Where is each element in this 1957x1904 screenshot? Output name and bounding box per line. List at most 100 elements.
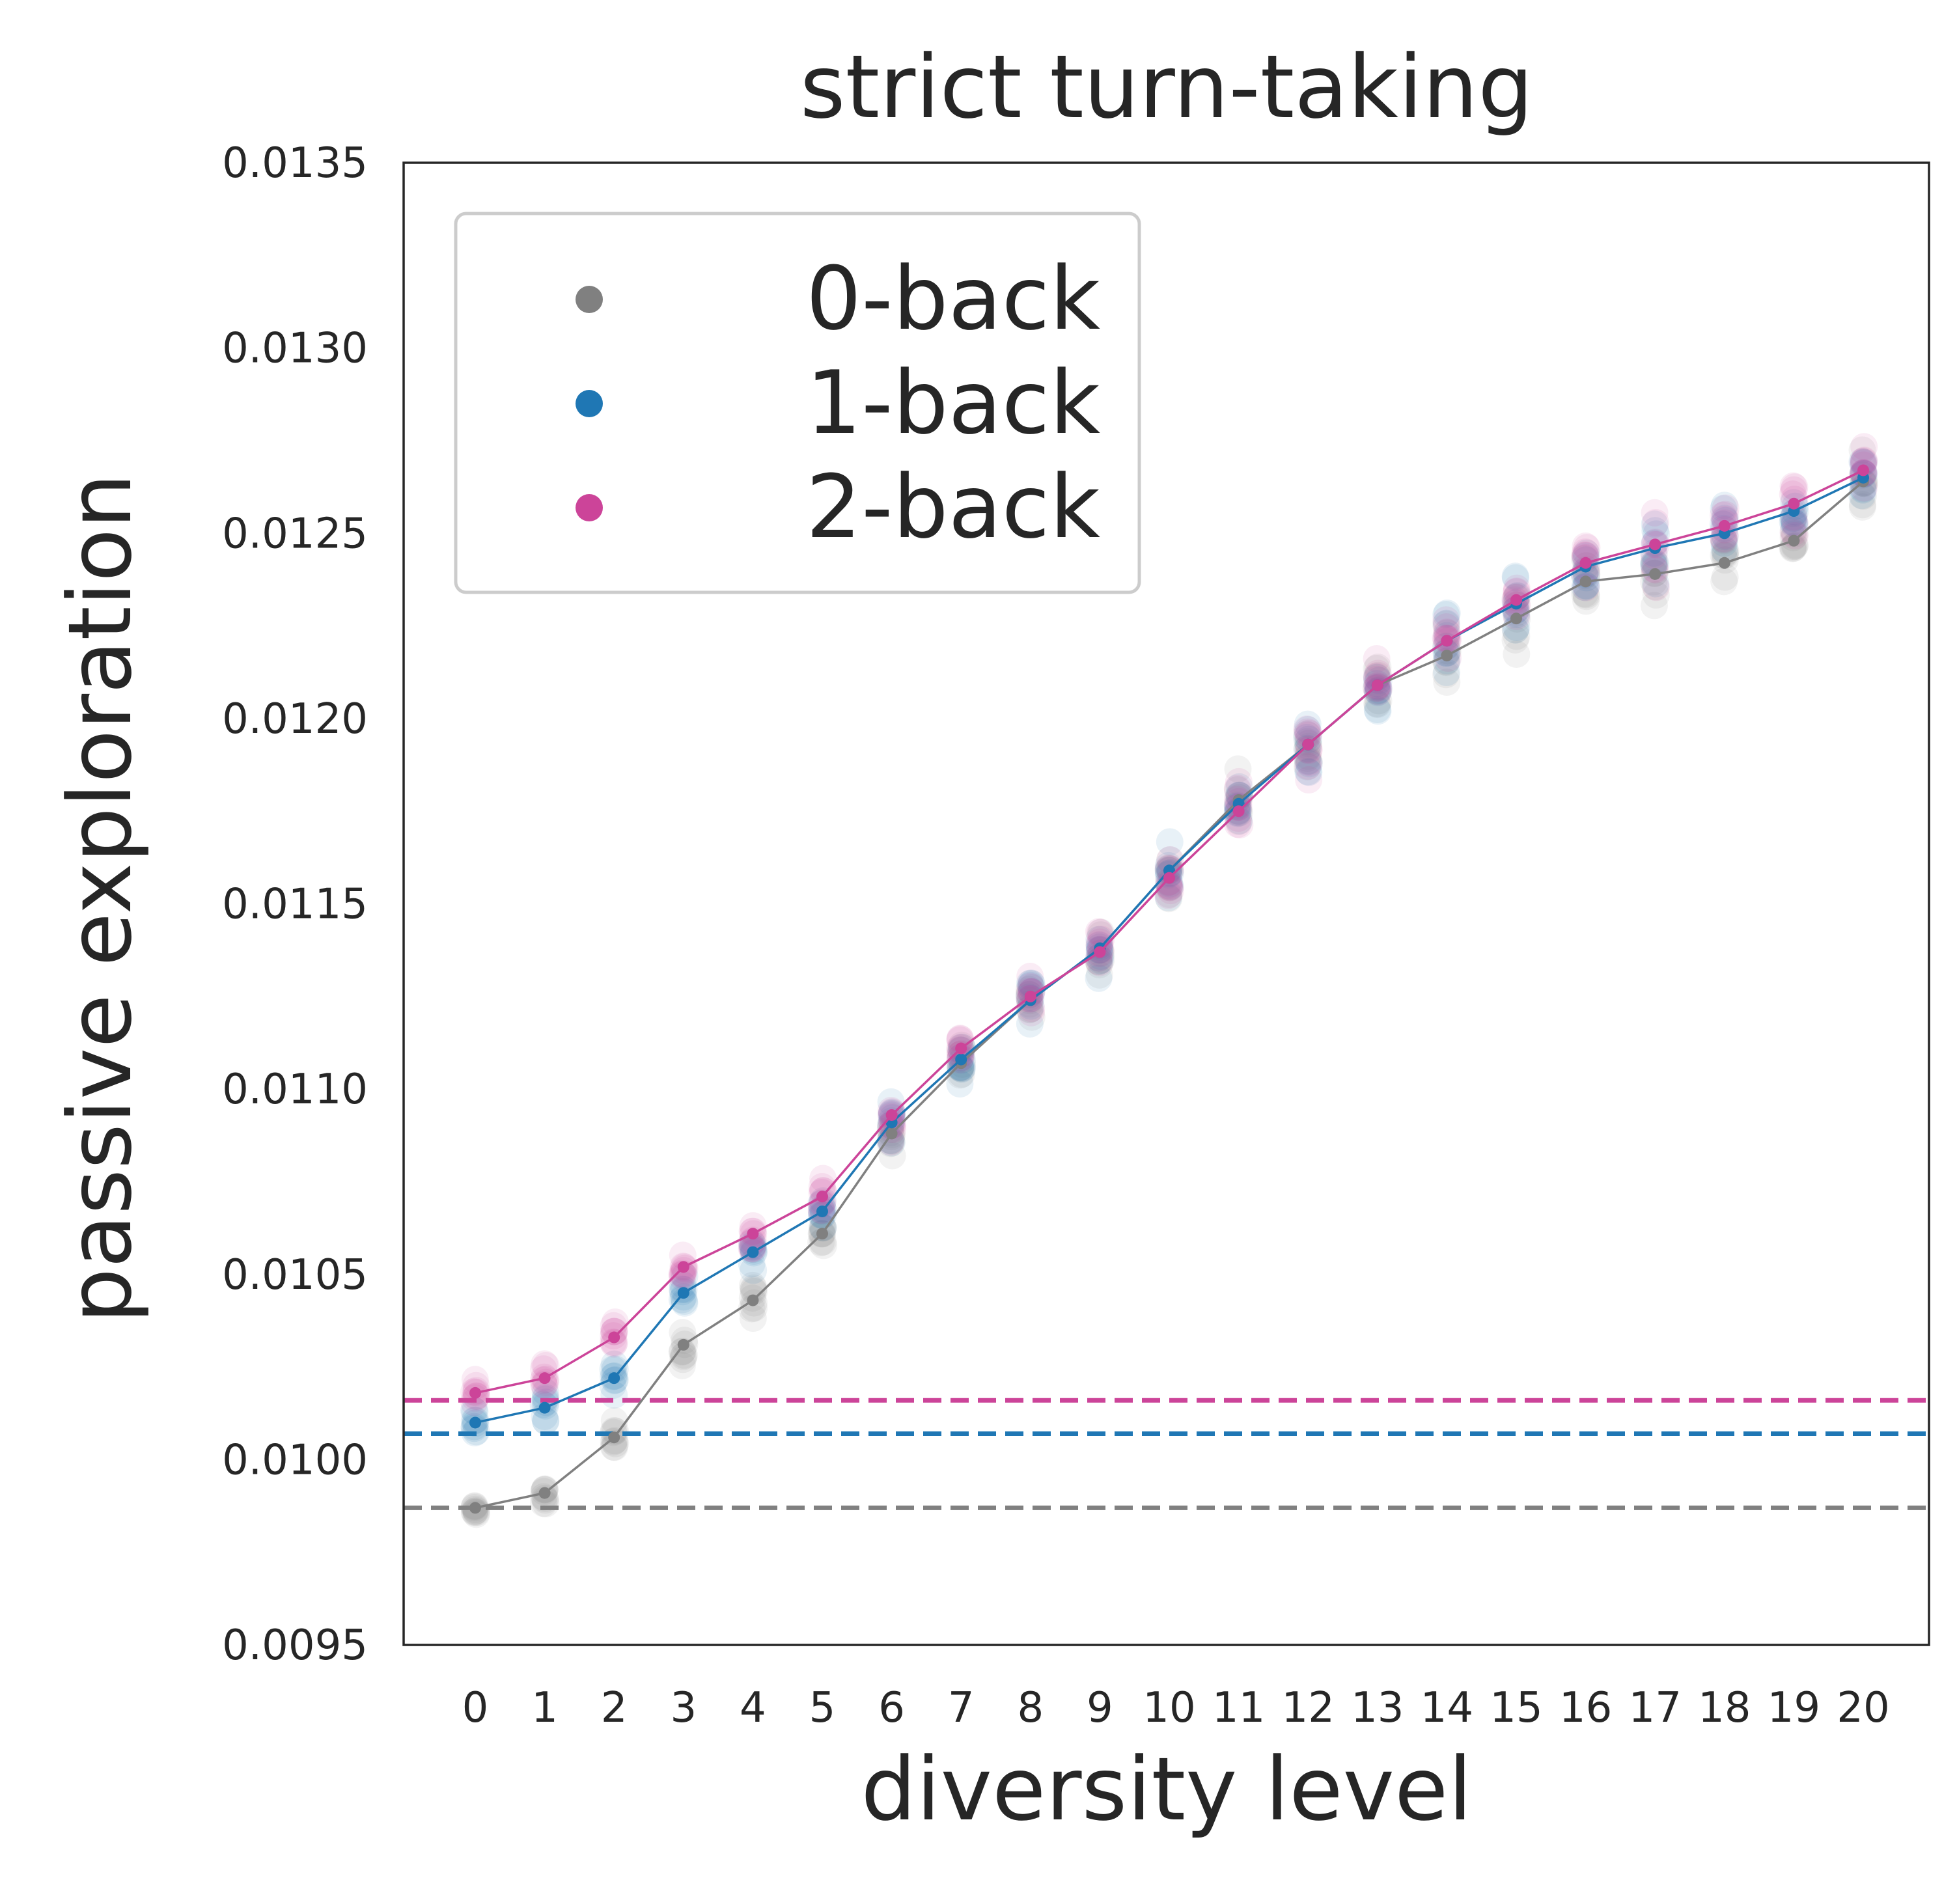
replicate-point (1295, 749, 1323, 777)
replicate-point (1711, 542, 1739, 570)
replicate-point (740, 1274, 768, 1302)
replicate-point (1849, 491, 1877, 519)
x-tick-label: 13 (1351, 1684, 1404, 1732)
replicate-point (1017, 992, 1045, 1020)
x-tick-label: 15 (1490, 1684, 1542, 1732)
replicate-point (531, 1372, 559, 1400)
mean-point (816, 1191, 828, 1203)
x-tick-label: 12 (1281, 1684, 1334, 1732)
replicate-point (1780, 476, 1808, 504)
plot-frame (402, 161, 1930, 1646)
replicate-point (529, 1489, 557, 1517)
mean-point (1579, 557, 1592, 569)
replicate-point (1712, 538, 1740, 566)
replicate-point (1849, 476, 1877, 504)
replicate-point (1294, 747, 1322, 775)
mean-point (1649, 538, 1661, 551)
replicate-point (739, 1212, 767, 1240)
replicate-point (1641, 549, 1669, 577)
replicate-point (808, 1172, 836, 1200)
baseline-lines (404, 1398, 1929, 1510)
replicate-point (1848, 493, 1876, 521)
mean-point (1718, 519, 1730, 532)
y-tick-label: 0.0100 (222, 1436, 368, 1484)
replicate-point (1294, 710, 1322, 738)
replicate-point (1016, 1010, 1044, 1038)
replicate-point (1017, 969, 1045, 997)
replicate-point (1501, 562, 1529, 590)
mean-point (1232, 805, 1245, 818)
replicate-point (1433, 618, 1461, 646)
replicate-point (1710, 529, 1738, 557)
replicate-point (946, 1070, 974, 1098)
replicate-point (1501, 626, 1529, 654)
replicate-point (1640, 550, 1668, 578)
replicate-point (1710, 504, 1738, 532)
replicate-point (532, 1407, 560, 1435)
mean-point (747, 1294, 759, 1306)
mean-point (816, 1228, 828, 1240)
replicate-point (1711, 505, 1739, 533)
replicate-point (1640, 592, 1668, 620)
replicate-point (532, 1490, 560, 1518)
replicate-point (1848, 448, 1876, 476)
replicate-point (1572, 587, 1600, 615)
replicate-point (1643, 520, 1671, 548)
replicate-point (1224, 755, 1252, 783)
replicate-point (1294, 752, 1322, 780)
replicate-point (668, 1351, 696, 1379)
replicate-point (671, 1288, 699, 1316)
replicate-point (1365, 687, 1393, 715)
replicate-point (1432, 610, 1460, 638)
mean-point (1371, 679, 1383, 691)
replicate-point (1572, 583, 1600, 611)
replicate-point (1225, 807, 1253, 835)
x-axis-label: diversity level (861, 1739, 1472, 1840)
mean-point (1579, 575, 1592, 588)
replicate-point (1850, 433, 1878, 461)
y-tick-label: 0.0115 (222, 881, 368, 929)
replicate-point (1364, 678, 1392, 706)
mean-point (1302, 738, 1314, 751)
mean-point (538, 1487, 551, 1499)
mean-point (955, 1042, 967, 1055)
replicate-point (1155, 880, 1183, 908)
replicate-point (1363, 655, 1391, 683)
replicate-point (1154, 881, 1182, 909)
replicate-point (1294, 758, 1322, 786)
replicate-point (1503, 577, 1531, 605)
replicate-point (1156, 873, 1184, 901)
replicate-point (1641, 517, 1669, 545)
x-tick-label: 9 (1087, 1684, 1113, 1732)
mean-point (885, 1109, 898, 1121)
replicate-point (948, 1055, 976, 1083)
replicate-point (600, 1312, 628, 1340)
replicate-point (1363, 663, 1391, 691)
replicate-point (1155, 885, 1183, 913)
replicate-point (1850, 447, 1878, 475)
replicate-point (1572, 538, 1600, 566)
replicate-point (808, 1213, 836, 1241)
mean-point (747, 1228, 759, 1240)
replicate-point (1432, 613, 1460, 641)
mean-point (538, 1372, 551, 1385)
replicate-point (1295, 719, 1323, 747)
replicate-point (1781, 510, 1809, 538)
replicate-point (1503, 613, 1531, 641)
replicate-point (1641, 499, 1669, 527)
mean-point (608, 1372, 620, 1385)
replicate-point (1572, 542, 1600, 570)
replicate-point (669, 1241, 697, 1269)
mean-point (816, 1205, 828, 1217)
replicate-point (1295, 758, 1323, 786)
replicate-point (1640, 550, 1668, 578)
mean-point (1788, 534, 1800, 547)
replicate-point (1156, 846, 1184, 874)
replicate-point (461, 1398, 489, 1426)
y-tick-label: 0.0125 (222, 510, 368, 558)
replicate-point (1573, 534, 1601, 562)
replicate-point (671, 1289, 699, 1317)
chart-title: strict turn-taking (800, 36, 1533, 138)
legend-marker (576, 390, 603, 417)
x-tick-label: 0 (462, 1684, 489, 1732)
